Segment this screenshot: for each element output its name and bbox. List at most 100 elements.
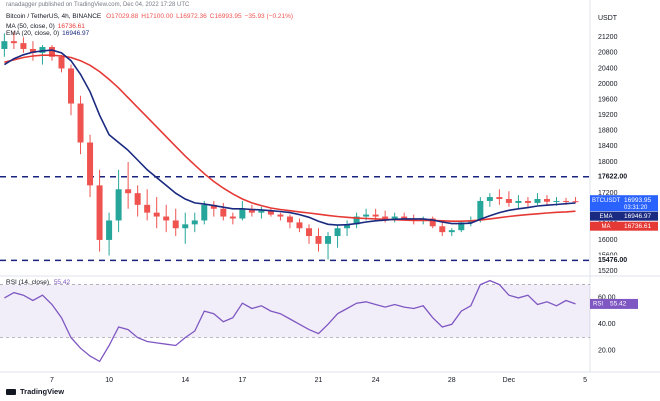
logo bbox=[6, 389, 16, 395]
indicator-tag bbox=[590, 221, 658, 231]
candle-body bbox=[524, 200, 531, 203]
x-tick-label: 28 bbox=[448, 377, 456, 384]
y-tick-label: 18800 bbox=[598, 128, 618, 135]
rsi-line bbox=[4, 279, 576, 363]
candle-body bbox=[296, 222, 303, 229]
legend-name: EMA (20, close, 0) bbox=[6, 30, 60, 37]
candle-body bbox=[553, 200, 560, 202]
candle-body bbox=[96, 185, 103, 240]
rsi-value: 55.42 bbox=[53, 279, 71, 286]
candle-body bbox=[315, 236, 322, 244]
y-tick-label: 40.00 bbox=[598, 321, 616, 328]
candle-body bbox=[125, 189, 132, 194]
byline: ranadagger published on TradingView.com,… bbox=[6, 2, 190, 8]
candle-body bbox=[229, 216, 236, 219]
y-tick-label: 17200 bbox=[598, 190, 618, 197]
candle-body bbox=[20, 43, 27, 49]
y-tick-label: 16000 bbox=[598, 237, 618, 244]
candle-body bbox=[163, 216, 170, 221]
y-tick-label: 19600 bbox=[598, 96, 618, 103]
rsi-title: RSI (14, close) bbox=[6, 279, 49, 286]
y-tick-label: 20800 bbox=[598, 50, 618, 57]
indicator-legend: MA (50, close, 0) 16736.61 EMA (20, close,… bbox=[6, 23, 92, 37]
candle-body bbox=[334, 228, 341, 237]
candle-body bbox=[106, 220, 113, 240]
symbol-tag: BTCUSDT bbox=[592, 198, 621, 204]
y-tick-label: 20.00 bbox=[598, 348, 616, 355]
candle-body bbox=[534, 199, 541, 203]
candle-body bbox=[372, 214, 379, 217]
candle-body bbox=[505, 199, 512, 203]
y-tick-label: 19200 bbox=[598, 112, 618, 119]
candle-body bbox=[248, 208, 255, 213]
candle-body bbox=[267, 210, 274, 215]
candle-body bbox=[58, 56, 65, 69]
candle-body bbox=[439, 226, 446, 233]
x-tick-label: 21 bbox=[315, 377, 323, 384]
indicator-tag-value: 16736.61 bbox=[624, 223, 651, 230]
candle-body bbox=[153, 212, 160, 217]
candle-body bbox=[515, 200, 522, 203]
last-price-tag bbox=[590, 195, 658, 212]
candle-body bbox=[325, 236, 332, 244]
level-label: 17622.00 bbox=[598, 174, 627, 181]
y-tick-label: 60.00 bbox=[598, 295, 616, 302]
candle-body bbox=[277, 214, 284, 217]
candle-body bbox=[220, 208, 227, 217]
indicator-tag-name: EMA bbox=[599, 214, 612, 220]
level-label: 15476.00 bbox=[598, 257, 627, 264]
y-tick-label: 20400 bbox=[598, 65, 618, 72]
candle-body bbox=[458, 222, 465, 231]
y-unit: USDT bbox=[598, 15, 618, 22]
candle-body bbox=[305, 228, 312, 237]
candle-body bbox=[1, 41, 8, 49]
candle-body bbox=[353, 216, 360, 225]
indicator-tag bbox=[590, 211, 658, 221]
ohlc-value: O17029.88 bbox=[106, 13, 139, 20]
ohlc: O17029.88 H17100.00 L16972.36 C16993.95 −35.… bbox=[106, 13, 296, 20]
countdown: 03:31:20 bbox=[624, 205, 648, 211]
y-tick-label: 18400 bbox=[598, 143, 618, 150]
y-tick-label: 18000 bbox=[598, 159, 618, 166]
indicator-line bbox=[3, 49, 576, 226]
candle-body bbox=[39, 47, 46, 53]
ohlc-value: −35.93 (−0.21%) bbox=[244, 13, 294, 20]
y-tick-label: 21200 bbox=[598, 34, 618, 41]
legend-row: EMA (20, close, 0) 16946.97 bbox=[6, 30, 92, 37]
footer: TradingView bbox=[20, 387, 64, 396]
candle-body bbox=[10, 41, 17, 44]
rsi-tag-name: RSI bbox=[593, 302, 603, 308]
candle-body bbox=[429, 218, 436, 227]
candle-body bbox=[182, 224, 189, 229]
y-tick-label: 20000 bbox=[598, 81, 618, 88]
ohlc-value: L16972.36 bbox=[176, 13, 207, 20]
candle-body bbox=[134, 193, 141, 205]
legend-value: 16736.61 bbox=[57, 23, 85, 30]
candle-body bbox=[87, 142, 94, 186]
y-tick-label: 15200 bbox=[598, 268, 618, 275]
candle-body bbox=[29, 48, 36, 53]
level-tag bbox=[591, 171, 631, 182]
candle-body bbox=[144, 204, 151, 213]
candle-body bbox=[115, 189, 122, 221]
legend-value: 16946.97 bbox=[62, 30, 90, 37]
candle-body bbox=[391, 216, 398, 219]
ohlc-value: C16993.95 bbox=[209, 13, 242, 20]
candle-body bbox=[210, 204, 217, 209]
candle-body bbox=[496, 197, 503, 200]
ohlc-value: H17100.00 bbox=[141, 13, 174, 20]
candle-body bbox=[382, 216, 389, 219]
symbol-title: Bitcoin / TetherUS, 4h, BINANCE bbox=[6, 13, 102, 20]
candle-body bbox=[191, 220, 198, 225]
x-tick-label: 14 bbox=[181, 377, 189, 384]
x-tick-label: 5 bbox=[583, 377, 587, 384]
candle-body bbox=[77, 103, 84, 143]
candle-body bbox=[48, 47, 55, 57]
indicator-tag-value: 16946.97 bbox=[624, 213, 651, 220]
rsi-tag-value: 55.42 bbox=[610, 301, 627, 308]
x-tick-label: 17 bbox=[238, 377, 246, 384]
candle-body bbox=[486, 197, 493, 201]
candle-body bbox=[448, 230, 455, 233]
